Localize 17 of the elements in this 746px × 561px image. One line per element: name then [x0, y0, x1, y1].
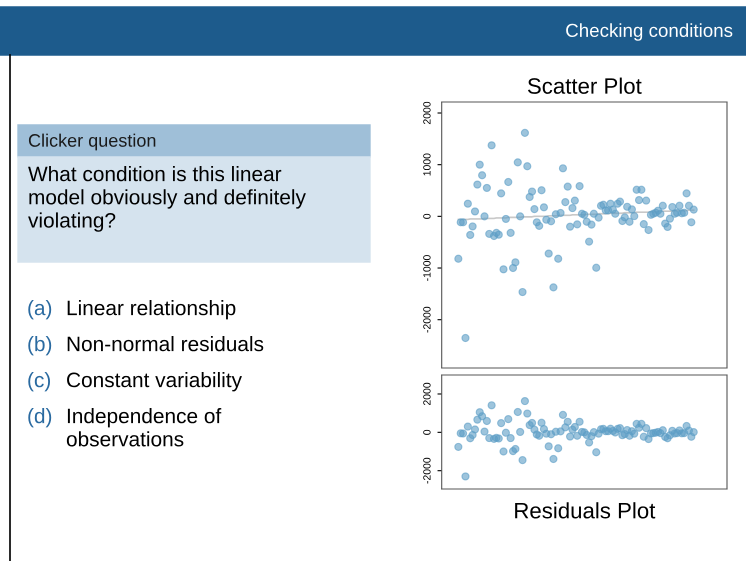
y-tick-label: 0	[423, 430, 431, 435]
text: What condition is this linear model obviously and definitely violating?	[28, 166, 306, 232]
y-tick-label: 0	[423, 214, 431, 219]
text: (b) Non-normal residuals	[28, 336, 264, 356]
chart-title: Scatter Plot	[528, 78, 642, 94]
y-tick-label: 2000	[423, 382, 431, 406]
y-tick-label: 1000	[423, 153, 431, 176]
text: (a) Linear relationship	[28, 300, 236, 320]
text: Clicker question	[28, 134, 156, 150]
text: Checking conditions	[566, 23, 732, 41]
y-tick-label: 2000	[423, 102, 431, 124]
y-tick-label: -2000	[423, 458, 431, 484]
x-axis-title: Residuals Plot	[515, 502, 656, 519]
y-tick-label: -2000	[423, 306, 431, 333]
text: (d) Independence of observations	[28, 408, 222, 446]
y-tick-label: -1000	[423, 255, 431, 281]
text: (c) Constant variability	[28, 372, 242, 392]
